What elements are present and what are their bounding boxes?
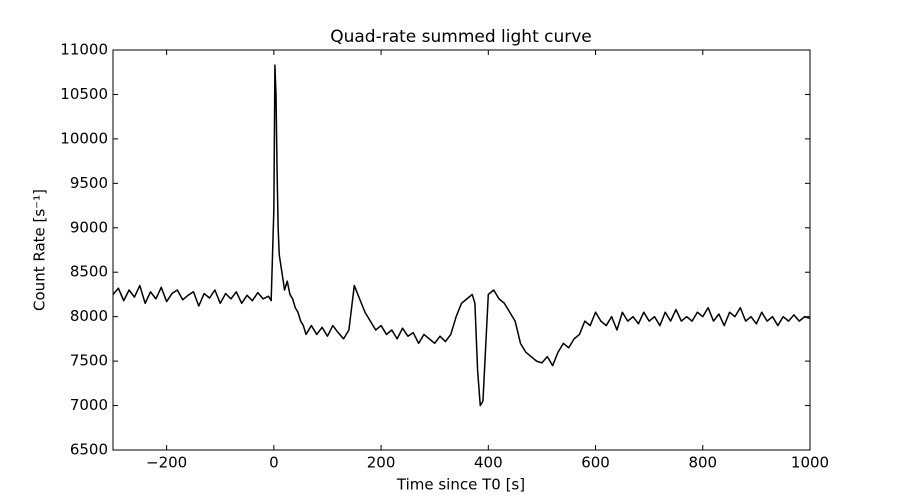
x-axis-label: Time since T0 [s] [396, 476, 525, 494]
y-tick-label: 8500 [70, 263, 108, 281]
y-tick-label: 9000 [70, 218, 108, 236]
chart-title: Quad-rate summed light curve [330, 27, 592, 47]
y-tick-label: 10000 [60, 129, 108, 147]
x-tick-label: −200 [146, 454, 187, 472]
y-tick-label: 9500 [70, 174, 108, 192]
x-tick-label: 400 [474, 454, 503, 472]
x-tick-label: 1000 [791, 454, 829, 472]
x-tick-label: 0 [269, 454, 279, 472]
y-tick-label: 8000 [70, 307, 108, 325]
y-tick-label: 7000 [70, 396, 108, 414]
light-curve [112, 64, 811, 407]
plot-frame [112, 49, 811, 451]
y-tick-label: 10500 [60, 85, 108, 103]
y-axis-label: Count Rate [s⁻¹] [31, 189, 49, 311]
x-tick-label: 800 [688, 454, 717, 472]
y-tick-label: 7500 [70, 352, 108, 370]
y-tick-label: 11000 [60, 41, 108, 59]
y-tick-label: 6500 [70, 441, 108, 459]
x-tick-label: 200 [367, 454, 396, 472]
x-tick-label: 600 [581, 454, 610, 472]
